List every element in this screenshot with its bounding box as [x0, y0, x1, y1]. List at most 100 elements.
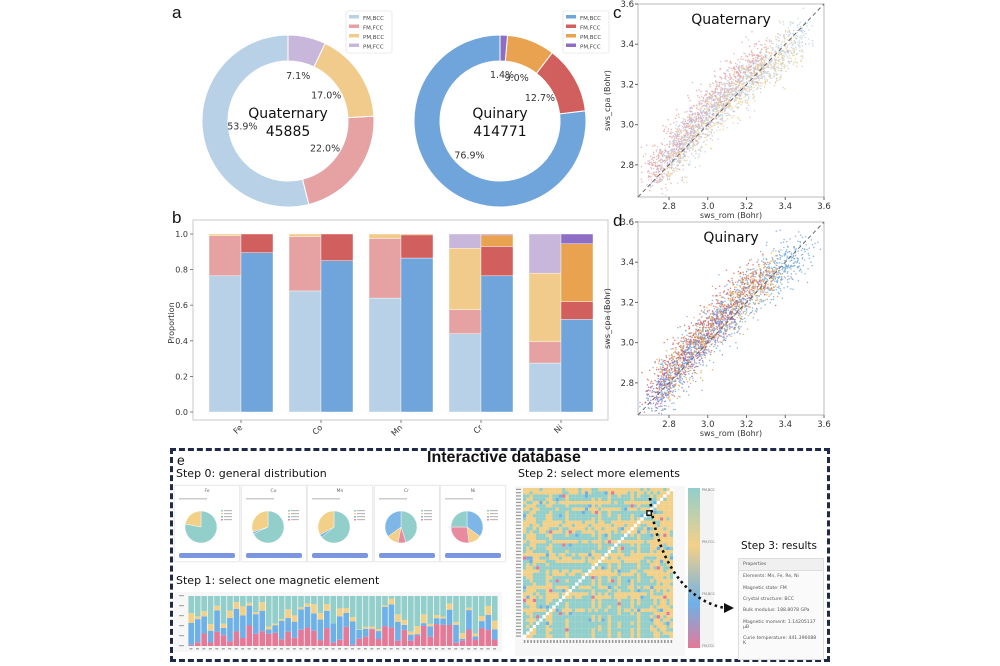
donut-percent-label: 76.9%: [454, 150, 484, 161]
scatter-point-fm-fcc: [728, 76, 730, 79]
bar-segment-ni-quinary: [560, 233, 594, 244]
scatter-point-pm-bcc: [754, 302, 757, 304]
scatter-point-pm-fcc: [697, 124, 699, 126]
scatter-point-fm-fcc: [742, 71, 745, 73]
scatter-point-fm-fcc: [739, 94, 742, 97]
scatter-point-fm-bcc: [737, 89, 740, 92]
scatter-point-fm-bcc: [752, 63, 755, 66]
scatter-point-fm-bcc: [741, 288, 743, 290]
scatter-point-pm-bcc: [749, 74, 752, 76]
scatter-point-fm-fcc: [755, 272, 757, 274]
scatter-point-fm-bcc: [744, 298, 747, 301]
scatter-point-pm-bcc: [692, 324, 695, 327]
scatter-point-fm-bcc: [798, 23, 800, 25]
scatter-point-pm-bcc: [662, 397, 664, 399]
scatter-point-pm-bcc: [747, 58, 750, 61]
scatter-point-pm-bcc: [793, 61, 795, 63]
scatter-point-fm-bcc: [686, 147, 689, 149]
scatter-point-pm-bcc: [767, 51, 769, 54]
scatter-point-fm-bcc: [773, 286, 775, 289]
scatter-point-pm-bcc: [744, 68, 746, 70]
scatter-point-fm-fcc: [749, 279, 751, 281]
scatter-point-fm-bcc: [750, 76, 752, 79]
scatter-point-pm-fcc: [711, 97, 713, 100]
scatter-point-fm-fcc: [705, 98, 707, 101]
scatter-point-pm-bcc: [709, 102, 712, 105]
scatter-point-fm-bcc: [705, 118, 707, 121]
scatter-point-fm-fcc: [750, 60, 752, 62]
scatter-point-pm-bcc: [665, 369, 668, 372]
legend-frame: [562, 10, 610, 54]
panel-label-a: a: [172, 3, 182, 22]
legend-entry: PM,BCC: [580, 35, 601, 41]
legend-entry: PM,FCC: [363, 45, 384, 51]
scatter-point-fm-bcc: [742, 298, 745, 301]
scatter-point-fm-fcc: [746, 55, 749, 57]
scatter-point-fm-bcc: [761, 260, 763, 262]
scatter-point-pm-fcc: [662, 177, 664, 179]
scatter-point-pm-fcc: [687, 346, 690, 349]
scatter-point-fm-fcc: [691, 138, 693, 141]
scatter-point-pm-bcc: [781, 62, 784, 64]
scatter-point-fm-bcc: [775, 267, 777, 270]
scatter-point-fm-fcc: [648, 172, 651, 174]
scatter-point-fm-fcc: [671, 377, 673, 379]
scatter-point-pm-fcc: [659, 164, 662, 167]
scatter-point-pm-fcc: [701, 105, 703, 108]
scatter-point-fm-bcc: [740, 76, 743, 78]
scatter-point-fm-bcc: [735, 99, 737, 101]
scatter-point-pm-bcc: [758, 65, 761, 67]
scatter-point-fm-fcc: [699, 305, 702, 307]
scatter-point-fm-bcc: [721, 116, 724, 118]
scatter-point-pm-bcc: [665, 392, 668, 395]
scatter-point-fm-bcc: [764, 304, 766, 306]
scatter-point-pm-bcc: [752, 270, 755, 273]
legend-entry: FM,BCC: [363, 16, 384, 22]
scatter-point-pm-bcc: [794, 61, 797, 63]
scatter-point-fm-fcc: [678, 128, 680, 130]
scatter-point-fm-fcc: [755, 42, 758, 45]
scatter-point-pm-bcc: [676, 152, 678, 155]
scatter-point-fm-bcc: [698, 141, 700, 143]
scatter-point-pm-fcc: [709, 96, 711, 98]
scatter-point-pm-fcc: [649, 186, 652, 188]
scatter-point-pm-bcc: [671, 379, 673, 382]
scatter-point-pm-bcc: [740, 313, 743, 315]
scatter-point-fm-fcc: [711, 103, 713, 105]
scatter-point-fm-bcc: [734, 321, 737, 324]
scatter-point-fm-bcc: [737, 65, 740, 68]
bar-segment-ni-quinary: [560, 319, 594, 413]
scatter-point-pm-bcc: [737, 69, 740, 71]
scatter-point-fm-bcc: [773, 75, 775, 78]
scatter-point-pm-fcc: [655, 158, 658, 161]
x-tick-label: 3.4: [778, 202, 792, 212]
scatter-point-fm-bcc: [739, 317, 741, 319]
scatter-point-fm-bcc: [747, 109, 750, 112]
scatter-point-pm-fcc: [708, 351, 710, 353]
scatter-point-pm-bcc: [656, 358, 658, 361]
scatter-point-fm-bcc: [661, 359, 663, 361]
scatter-point-fm-fcc: [704, 100, 706, 103]
scatter-point-fm-fcc: [655, 165, 657, 168]
scatter-point-fm-bcc: [776, 73, 779, 75]
scatter-point-fm-bcc: [730, 294, 733, 296]
scatter-point-pm-bcc: [710, 101, 712, 103]
scatter-point-fm-bcc: [744, 95, 747, 97]
scatter-point-pm-bcc: [753, 312, 755, 315]
scatter-point-fm-bcc: [750, 80, 753, 82]
x-tick-label: 3.6: [817, 202, 831, 212]
scatter-point-pm-bcc: [770, 54, 773, 57]
scatter-point-fm-bcc: [759, 289, 762, 291]
scatter-point-fm-bcc: [801, 41, 803, 43]
scatter-point-fm-fcc: [697, 356, 699, 359]
scatter-point-fm-bcc: [652, 366, 654, 369]
scatter-point-fm-fcc: [719, 75, 721, 78]
scatter-point-pm-bcc: [779, 63, 782, 65]
scatter-point-fm-fcc: [747, 277, 750, 280]
scatter-point-fm-fcc: [724, 72, 727, 75]
scatter-point-fm-bcc: [698, 125, 701, 127]
scatter-point-fm-bcc: [784, 263, 787, 265]
scatter-point-fm-bcc: [731, 96, 734, 99]
scatter-point-pm-bcc: [711, 322, 713, 324]
scatter-point-fm-fcc: [679, 138, 682, 140]
